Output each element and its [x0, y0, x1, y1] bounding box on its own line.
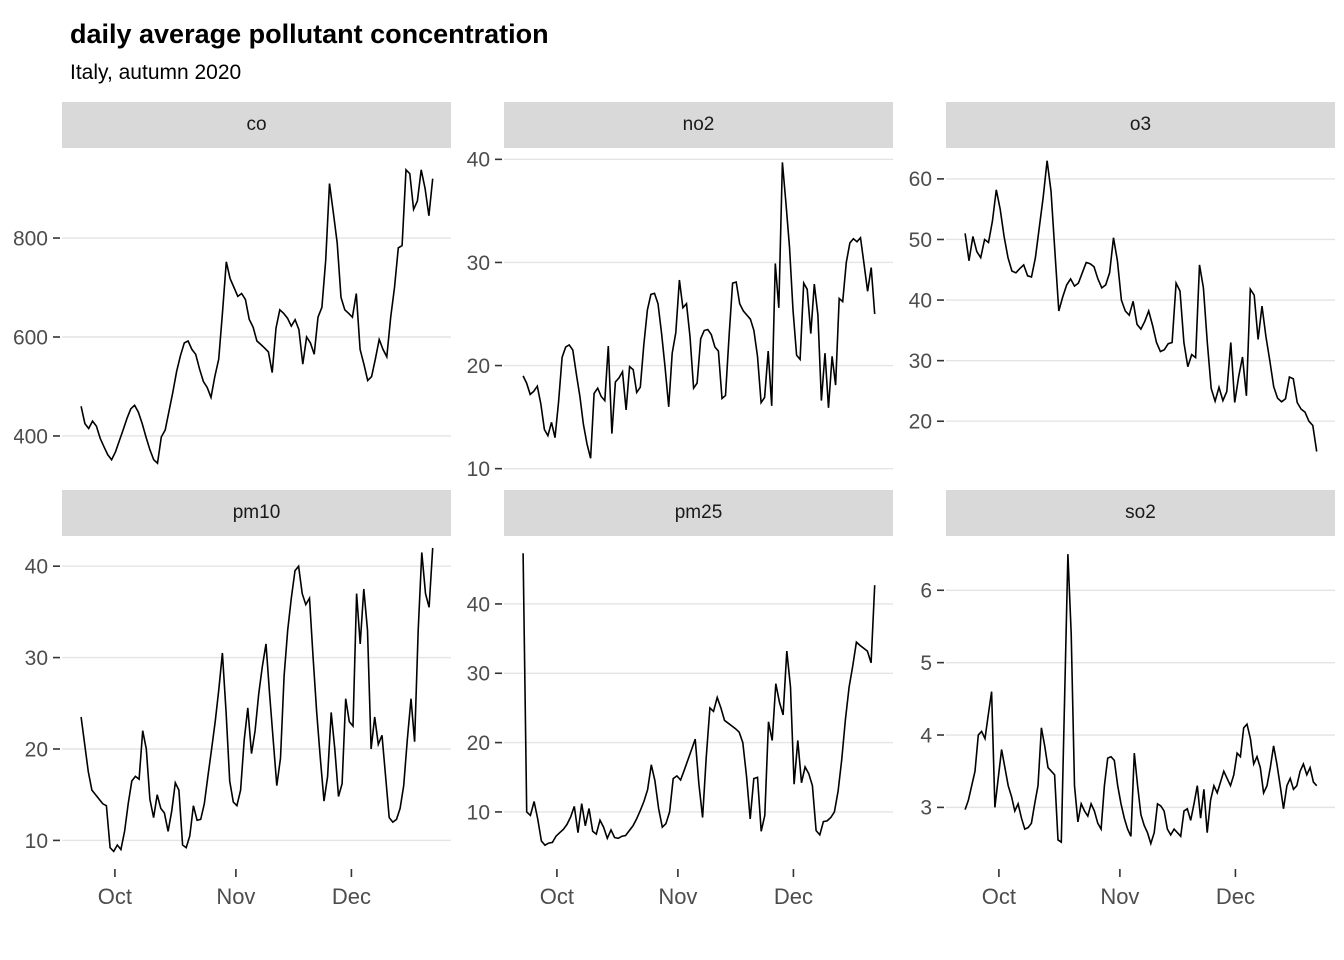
- svg-text:3: 3: [920, 796, 932, 819]
- svg-text:40: 40: [25, 555, 48, 578]
- svg-text:60: 60: [909, 168, 932, 191]
- facet-strip-label: pm10: [232, 501, 281, 523]
- svg-text:20: 20: [467, 732, 490, 755]
- facet-strip-pm10: pm10: [62, 489, 451, 536]
- svg-text:30: 30: [25, 647, 48, 670]
- facet-panel-co: 400 600 800: [14, 167, 451, 465]
- svg-text:40: 40: [909, 289, 932, 312]
- pollutant-facet-plot: daily average pollutant concentration It…: [14, 19, 1344, 916]
- facet-strip-pm25: pm25: [504, 489, 893, 536]
- svg-text:Dec: Dec: [332, 884, 371, 909]
- svg-text:20: 20: [25, 738, 48, 761]
- facet-panel-no2: 10 20 30 40: [467, 148, 893, 480]
- svg-text:Dec: Dec: [774, 884, 813, 909]
- facet-strip-no2: no2: [504, 101, 893, 148]
- plot-subtitle: Italy, autumn 2020: [70, 61, 242, 85]
- facet-strip-label: no2: [682, 113, 715, 135]
- svg-text:Nov: Nov: [658, 884, 697, 909]
- facet-panel-so2: 3 4 5 6 Oct Nov Dec: [920, 553, 1335, 909]
- svg-text:Oct: Oct: [540, 884, 574, 909]
- svg-text:30: 30: [467, 662, 490, 685]
- facet-panel-o3: 20 30 40 50 60: [909, 160, 1335, 452]
- svg-text:10: 10: [25, 829, 48, 852]
- facet-o3: o3 20 30 40 50 60: [898, 101, 1335, 480]
- svg-text:30: 30: [909, 350, 932, 373]
- facet-pm25: pm25 10 20 30 40 Oct Nov Dec: [456, 489, 893, 916]
- facet-panel-pm25: 10 20 30 40 Oct Nov Dec: [467, 552, 893, 909]
- svg-text:400: 400: [14, 425, 48, 448]
- svg-text:10: 10: [467, 801, 490, 824]
- svg-text:6: 6: [920, 579, 932, 602]
- facet-strip-co: co: [62, 101, 451, 148]
- svg-text:4: 4: [920, 724, 932, 747]
- svg-text:Oct: Oct: [98, 884, 132, 909]
- svg-text:10: 10: [467, 458, 490, 480]
- facet-co: co 400 600 800: [14, 101, 451, 480]
- svg-text:Oct: Oct: [982, 884, 1016, 909]
- svg-text:5: 5: [920, 652, 932, 675]
- svg-text:20: 20: [467, 354, 490, 377]
- facet-strip-o3: o3: [946, 101, 1335, 148]
- svg-text:800: 800: [14, 227, 48, 250]
- facet-so2: so2 3 4 5 6 Oct Nov Dec: [898, 489, 1335, 916]
- svg-text:40: 40: [467, 148, 490, 171]
- svg-text:Nov: Nov: [1100, 884, 1139, 909]
- svg-text:600: 600: [14, 326, 48, 349]
- svg-text:Nov: Nov: [216, 884, 255, 909]
- facet-grid: co 400 600 800 no2 10 20 30 40 o3 20 30 40 50 60 …: [14, 101, 1344, 916]
- facet-no2: no2 10 20 30 40: [456, 101, 893, 480]
- facet-pm10: pm10 10 20 30 40 Oct Nov Dec: [14, 489, 451, 916]
- facet-strip-label: o3: [1129, 113, 1152, 135]
- facet-panel-pm10: 10 20 30 40 Oct Nov Dec: [25, 547, 451, 909]
- facet-strip-label: so2: [1125, 501, 1156, 523]
- svg-text:20: 20: [909, 410, 932, 433]
- plot-title: daily average pollutant concentration: [70, 19, 549, 49]
- svg-text:Dec: Dec: [1216, 884, 1255, 909]
- svg-text:30: 30: [467, 251, 490, 274]
- facet-strip-so2: so2: [946, 489, 1335, 536]
- svg-text:50: 50: [909, 228, 932, 251]
- facet-strip-label: pm25: [674, 501, 723, 523]
- svg-text:40: 40: [467, 593, 490, 616]
- facet-strip-label: co: [246, 113, 267, 135]
